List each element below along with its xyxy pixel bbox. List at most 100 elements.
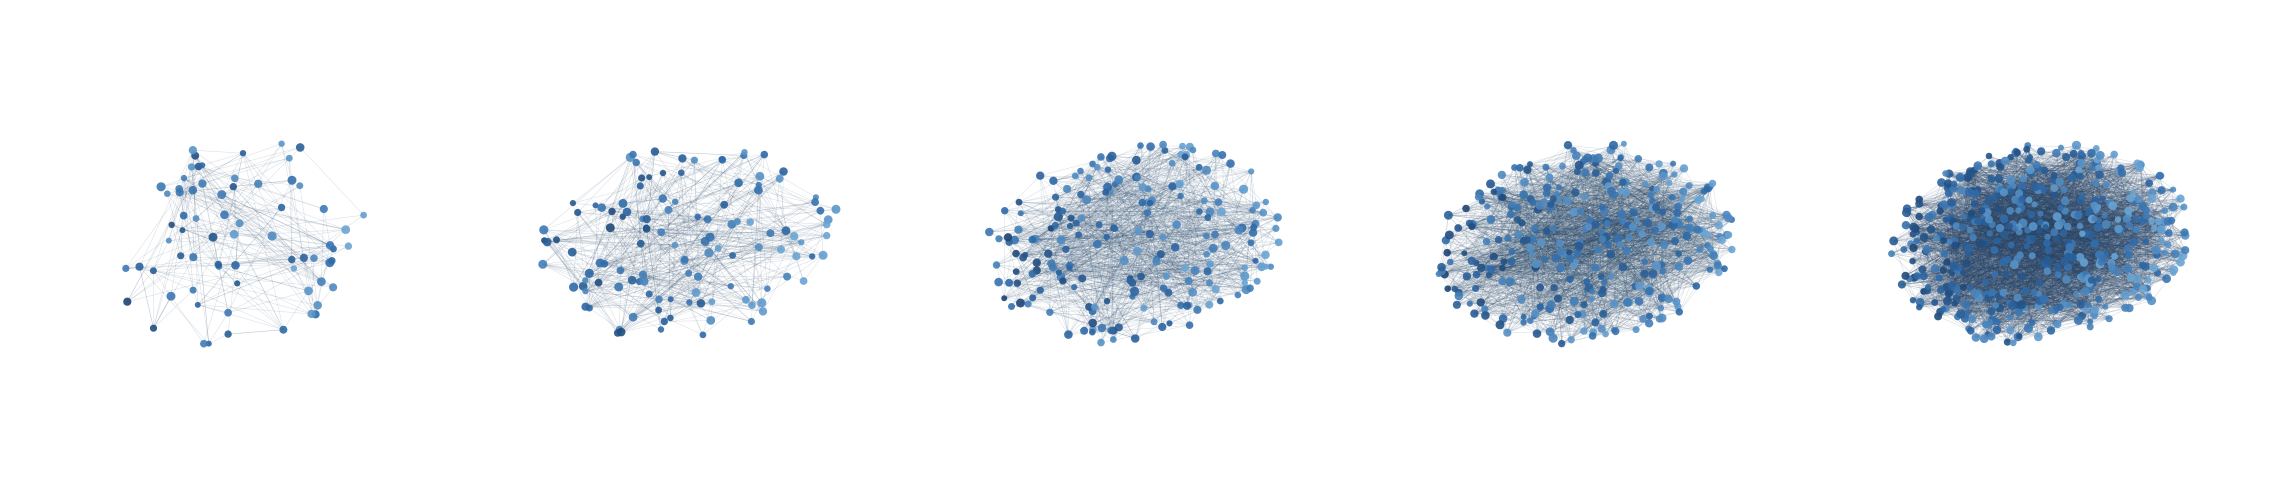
- graph-edge: [127, 256, 194, 302]
- graph-node: [199, 162, 206, 169]
- graph-node: [189, 253, 198, 262]
- graph-edge: [167, 193, 346, 230]
- graph-node: [149, 267, 157, 275]
- graph-node: [1097, 338, 1105, 347]
- graph-node: [985, 227, 994, 237]
- graph-node: [622, 207, 632, 217]
- graph-node: [168, 221, 175, 228]
- graph-node: [658, 194, 667, 203]
- graph-node: [1193, 305, 1202, 314]
- graph-edge: [664, 221, 751, 322]
- graph-edge: [233, 186, 346, 230]
- graph-edge: [299, 185, 318, 306]
- graph-node: [685, 269, 693, 277]
- graph-edge: [732, 190, 759, 256]
- graph-edge: [161, 157, 290, 188]
- graph-edge: [237, 248, 334, 284]
- graph-edge: [125, 245, 331, 269]
- graph-node: [706, 316, 716, 325]
- graph-edge: [218, 153, 244, 265]
- graph-edge: [258, 183, 333, 261]
- graph-node: [1162, 272, 1171, 280]
- graph-node: [277, 203, 286, 212]
- graph-edge: [674, 201, 697, 293]
- graph-edge: [640, 185, 704, 336]
- graph-node: [584, 268, 594, 278]
- graph-edge: [670, 303, 702, 319]
- graph-node: [1591, 318, 1600, 327]
- graph-node: [1049, 263, 1057, 272]
- graph-edge: [648, 201, 676, 295]
- graph-node: [122, 264, 130, 272]
- graph-edge: [193, 185, 300, 258]
- graph-node: [304, 286, 313, 296]
- graph-edge: [744, 152, 760, 186]
- graph-edge: [202, 183, 229, 313]
- graph-node: [1208, 243, 1218, 253]
- graph-edge: [544, 240, 760, 248]
- graph-edge: [547, 210, 821, 243]
- graph-node: [755, 181, 762, 189]
- graph-node: [189, 286, 197, 294]
- graph-node: [1172, 220, 1181, 230]
- graph-node: [1648, 269, 1658, 279]
- graph-edge: [182, 207, 282, 231]
- graph-edge: [620, 201, 816, 333]
- graph-edge: [201, 165, 318, 306]
- graph-edge: [303, 214, 364, 259]
- graph-node: [755, 171, 765, 181]
- graph-edge: [234, 178, 300, 186]
- graph-edge: [212, 237, 229, 313]
- graph-edge: [227, 180, 293, 313]
- graph-edge: [194, 155, 316, 315]
- graph-node: [1093, 163, 1101, 171]
- graph-node: [1134, 226, 1143, 235]
- graph-edge: [191, 166, 322, 282]
- graph-edge: [242, 152, 331, 246]
- graph-node: [581, 302, 590, 311]
- graph-node: [1097, 153, 1105, 161]
- graph-edge: [127, 248, 334, 302]
- graph-node: [1184, 277, 1193, 285]
- graph-edge: [724, 176, 761, 206]
- graph-edge: [589, 279, 633, 309]
- graph-node: [325, 241, 335, 250]
- graph-node: [1625, 233, 1633, 241]
- graph-edge: [599, 162, 637, 264]
- graph-node: [1168, 182, 1177, 191]
- graph-node: [1103, 233, 1110, 241]
- graph-edge: [738, 182, 802, 243]
- graph-node: [741, 149, 748, 156]
- graph-edge: [646, 228, 697, 293]
- graph-edge: [622, 172, 682, 217]
- graph-node: [279, 325, 288, 334]
- graph-node: [1016, 298, 1025, 308]
- graph-edge: [662, 172, 676, 202]
- graph-node: [798, 239, 805, 246]
- graph-node: [613, 329, 622, 337]
- graph-edge: [705, 178, 780, 242]
- graph-edge: [182, 229, 284, 330]
- graph-edge: [242, 153, 282, 208]
- graph-edge: [171, 224, 220, 267]
- graph-edge: [689, 256, 813, 303]
- graph-node: [1685, 182, 1693, 190]
- graph-node: [645, 290, 653, 298]
- graph-edge: [621, 302, 762, 333]
- graph-node: [165, 237, 172, 244]
- graph-node: [1097, 323, 1107, 333]
- graph-node: [1216, 297, 1224, 305]
- graph-node: [704, 248, 714, 258]
- graph-edge: [218, 153, 244, 267]
- graph-edge: [197, 304, 316, 315]
- graph-edge: [212, 236, 315, 259]
- graph-node: [1107, 151, 1117, 161]
- graph-node: [779, 167, 788, 176]
- graph-node: [1130, 334, 1140, 343]
- graph-node: [1028, 235, 1037, 244]
- graph-node: [1598, 273, 1605, 280]
- graph-edge: [598, 171, 784, 283]
- graph-edge: [571, 251, 618, 334]
- graph-node: [1102, 188, 1109, 196]
- graph-node: [650, 147, 660, 156]
